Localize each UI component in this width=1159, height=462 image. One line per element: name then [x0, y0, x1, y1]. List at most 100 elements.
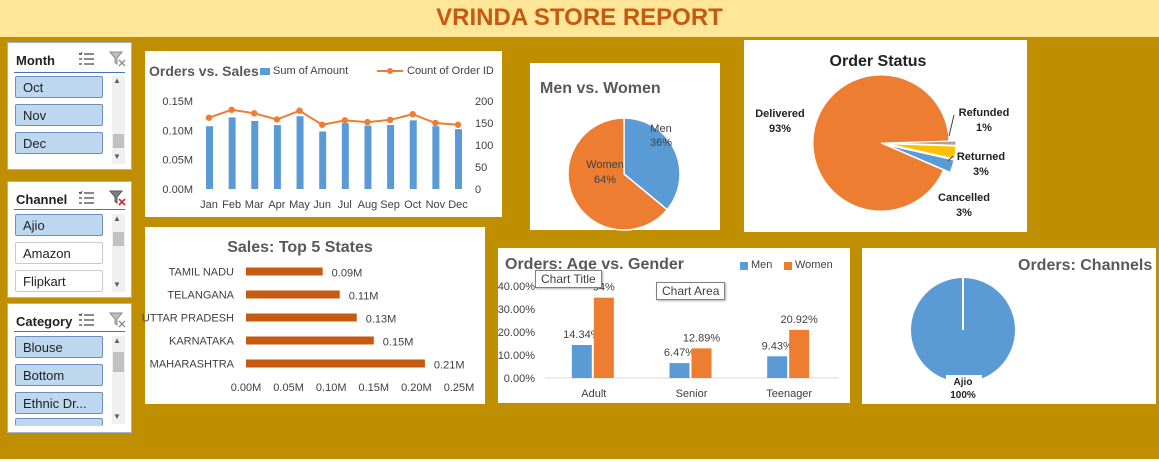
- scroll-down-icon[interactable]: ▼: [113, 152, 121, 161]
- y2-tick-label: 0: [475, 184, 481, 196]
- orders-point: [318, 121, 326, 128]
- men-vs-women-chart[interactable]: Men vs. Women Men 36% Women 64%: [530, 63, 720, 231]
- chart-area-tooltip: Chart Area: [656, 282, 726, 300]
- sheet-bottom-edge: [0, 459, 1159, 462]
- month-slicer-scrollbar[interactable]: ▲ ▼: [112, 76, 125, 164]
- slice-value-men: 36%: [650, 137, 672, 149]
- scroll-down-icon[interactable]: ▼: [113, 280, 121, 289]
- pie-slice-women: [567, 117, 669, 231]
- slice-label-returned: Returned: [957, 151, 1005, 163]
- orders-point: [454, 121, 462, 128]
- state-label: MAHARASHTRA: [150, 359, 235, 371]
- sales-bar: [387, 125, 395, 189]
- legend-swatch-orders: [377, 68, 403, 74]
- x-tick-label: Jul: [338, 199, 352, 211]
- chart-title: Order Status: [829, 53, 927, 70]
- orders-point: [228, 106, 235, 113]
- y-tick-label: 0.15M: [162, 96, 193, 108]
- scroll-up-icon[interactable]: ▲: [113, 336, 121, 345]
- slicer-item-nov[interactable]: Nov: [15, 104, 103, 126]
- channel-slicer-scrollbar[interactable]: ▲ ▼: [112, 214, 125, 292]
- top-states-plot: TAMIL NADU 0.09M TELANGANA 0.11M UTTAR PRADE…: [142, 267, 474, 395]
- scroll-up-icon[interactable]: ▲: [113, 214, 121, 223]
- leader-line-returned: [947, 155, 954, 162]
- month-slicer-title: Month: [16, 53, 55, 68]
- report-title: VRINDA STORE REPORT: [436, 4, 723, 31]
- age-gender-bar: [691, 348, 712, 378]
- channel-slicer-divider: [14, 209, 125, 210]
- chart-title: Sales: Top 5 States: [227, 239, 373, 256]
- x-tick-label: Senior: [676, 388, 708, 400]
- slicer-item-dec[interactable]: Dec: [15, 132, 103, 154]
- slice-value-returned: 3%: [973, 166, 989, 178]
- scroll-thumb[interactable]: [113, 134, 124, 148]
- age-gender-bar: [767, 356, 788, 378]
- slicer-item-partial[interactable]: [15, 418, 103, 426]
- slice-value-delivered: 93%: [769, 123, 791, 135]
- slicer-item-bottom[interactable]: Bottom: [15, 364, 103, 386]
- sales-bar: [296, 116, 304, 189]
- x-tick-label: Oct: [404, 199, 421, 211]
- orders-point: [251, 110, 258, 117]
- multi-select-icon[interactable]: [78, 312, 96, 328]
- state-bar: [246, 336, 374, 345]
- state-label: TELANGANA: [167, 290, 234, 302]
- x-tick-label: Feb: [222, 199, 241, 211]
- clear-filter-icon[interactable]: [108, 50, 127, 68]
- orders-point: [341, 117, 349, 124]
- y-tick-label: 10.00%: [498, 350, 536, 362]
- channel-slicer[interactable]: Channel Ajio Amazon Flipkart ▲ ▼: [7, 181, 132, 298]
- scroll-thumb[interactable]: [113, 232, 124, 246]
- orders-point: [409, 111, 416, 118]
- y2-tick-label: 200: [475, 96, 493, 108]
- clear-filter-icon[interactable]: [108, 311, 127, 329]
- scroll-up-icon[interactable]: ▲: [113, 76, 121, 85]
- top-states-chart[interactable]: Sales: Top 5 States TAMIL NADU 0.09M TELAN…: [142, 227, 485, 404]
- chart-title: Orders vs. Sales: [149, 63, 259, 79]
- category-slicer[interactable]: Category Blouse Bottom Ethnic Dr... ▲ ▼: [7, 303, 132, 433]
- clear-filter-icon[interactable]: [108, 189, 127, 207]
- data-label-background: [946, 375, 982, 399]
- category-slicer-scrollbar[interactable]: ▲ ▼: [112, 336, 125, 424]
- orders-vs-sales-plot: 0.00M 0.05M 0.10M 0.15M 0 50 100 150 200 Jan Feb Ma…: [162, 96, 493, 211]
- x-tick-label: Dec: [448, 199, 468, 211]
- x-tick-label: 0.00M: [231, 382, 262, 394]
- multi-select-icon[interactable]: [78, 51, 96, 67]
- month-slicer[interactable]: Month Oct Nov Dec ▲ ▼: [7, 42, 132, 170]
- slice-label-refunded: Refunded: [959, 107, 1010, 119]
- order-status-chart[interactable]: Order Status Delivered 93% Refunded 1% Retur…: [744, 40, 1027, 232]
- bar-value-label: 12.89%: [683, 332, 721, 344]
- bar-value-label: 9.43%: [762, 340, 793, 352]
- scroll-thumb[interactable]: [113, 352, 124, 372]
- x-tick-label: Jan: [200, 199, 218, 211]
- slice-value-women: 64%: [594, 174, 616, 186]
- slice-value-cancelled: 3%: [956, 207, 972, 219]
- scroll-down-icon[interactable]: ▼: [113, 412, 121, 421]
- y-tick-label: 20.00%: [498, 327, 536, 339]
- state-value-label: 0.21M: [434, 360, 465, 372]
- slicer-item-oct[interactable]: Oct: [15, 76, 103, 98]
- orders-channels-chart[interactable]: Orders: Channels Ajio 100%: [862, 248, 1156, 404]
- slicer-item-ajio[interactable]: Ajio: [15, 214, 103, 236]
- y-tick-label: 0.00M: [162, 184, 193, 196]
- y-tick-label: 0.00%: [504, 373, 535, 385]
- sales-bar: [273, 125, 281, 189]
- slicer-item-blouse[interactable]: Blouse: [15, 336, 103, 358]
- multi-select-icon[interactable]: [78, 190, 96, 206]
- orders-vs-sales-chart[interactable]: Orders vs. Sales Sum of Amount Count of …: [145, 51, 502, 217]
- state-bar: [246, 313, 357, 322]
- channel-slicer-title: Channel: [16, 192, 68, 207]
- x-tick-label: Adult: [581, 388, 606, 400]
- y2-tick-label: 150: [475, 118, 493, 130]
- age-vs-gender-chart[interactable]: Orders: Age vs. Gender Men Women 0.00% 10…: [498, 248, 850, 403]
- slice-value-ajio: 100%: [950, 390, 976, 401]
- chart-title-tooltip: Chart Title: [535, 270, 602, 288]
- slicer-item-ethnic-dress[interactable]: Ethnic Dr...: [15, 392, 103, 414]
- slice-value-refunded: 1%: [976, 122, 992, 134]
- legend-label-women: Women: [795, 259, 833, 271]
- category-slicer-divider: [14, 331, 125, 332]
- slicer-item-flipkart[interactable]: Flipkart: [15, 270, 103, 292]
- slicer-item-amazon[interactable]: Amazon: [15, 242, 103, 264]
- state-bar: [246, 290, 340, 299]
- y-tick-label: 30.00%: [498, 304, 536, 316]
